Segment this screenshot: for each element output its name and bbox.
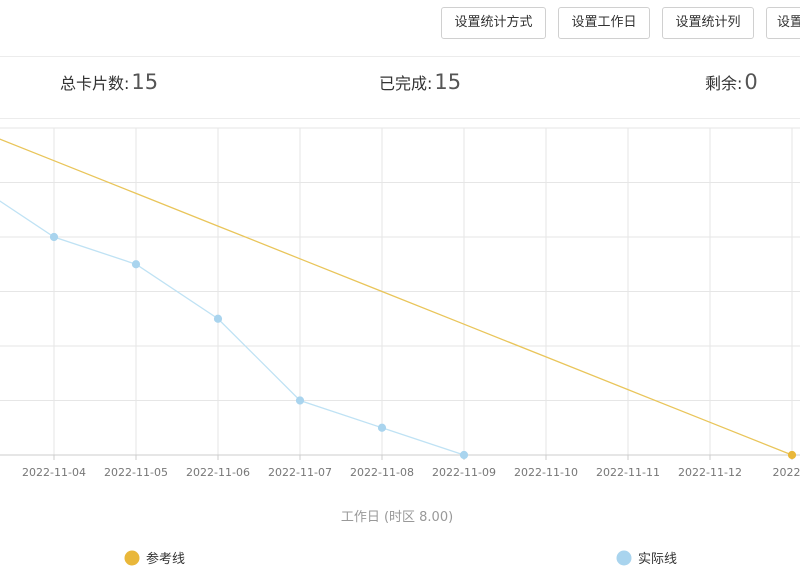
x-tick-label: 2022-11-09 <box>432 466 496 479</box>
x-tick-label: 2022-11-06 <box>186 466 250 479</box>
toolbar-divider <box>0 56 800 57</box>
legend-label: 参考线 <box>146 551 185 567</box>
data-point <box>459 450 469 460</box>
legend: 参考线 实际线 <box>124 550 677 567</box>
completed-label: 已完成: <box>379 74 433 93</box>
remaining-label: 剩余: <box>705 74 743 93</box>
data-point <box>131 260 141 269</box>
x-tick-label: 2022-11-10 <box>514 466 578 479</box>
data-point <box>377 423 387 432</box>
set-workday-button[interactable]: 设置工作日 <box>558 7 650 39</box>
settings-button-truncated[interactable]: 设置 <box>766 7 800 39</box>
x-axis <box>0 454 800 460</box>
x-axis-title: 工作日 (时区 8.00) <box>341 510 453 525</box>
data-point <box>295 396 305 405</box>
data-point <box>787 450 797 460</box>
x-tick-label: 2022-11-11 <box>596 466 660 479</box>
toolbar: 设置统计方式 设置工作日 设置统计列 设置 <box>0 0 800 50</box>
total-cards-stat: 总卡片数:15 <box>60 70 158 102</box>
grid-lines <box>0 127 800 455</box>
legend-marker <box>124 550 140 566</box>
remaining-value: 0 <box>744 70 758 94</box>
completed-stat: 已完成:15 <box>379 70 461 102</box>
series-line-0 <box>0 138 793 456</box>
x-tick-label: 2022-11-05 <box>104 466 168 479</box>
legend-marker <box>616 550 632 566</box>
set-stat-columns-button[interactable]: 设置统计列 <box>662 7 754 39</box>
series-lines <box>0 138 797 460</box>
data-point <box>213 314 223 323</box>
completed-value: 15 <box>434 70 462 94</box>
data-point <box>49 232 59 242</box>
total-cards-label: 总卡片数: <box>60 74 130 93</box>
legend-label: 实际线 <box>638 552 677 567</box>
set-stat-method-button[interactable]: 设置统计方式 <box>441 7 546 39</box>
remaining-stat: 剩余:0 <box>705 70 758 102</box>
stats-divider <box>0 118 800 119</box>
x-tick-labels: 2022-11-04 2022-11-05 2022-11-06 2022-11-07… <box>22 466 800 479</box>
x-tick-label: 2022-11-12 <box>678 466 742 479</box>
x-tick-label: 2022-1 <box>773 466 800 479</box>
total-cards-value: 15 <box>131 70 159 94</box>
x-tick-label: 2022-11-04 <box>22 466 86 479</box>
series-line-1 <box>0 200 465 456</box>
x-tick-label: 2022-11-08 <box>350 466 414 479</box>
x-tick-label: 2022-11-07 <box>268 466 332 479</box>
